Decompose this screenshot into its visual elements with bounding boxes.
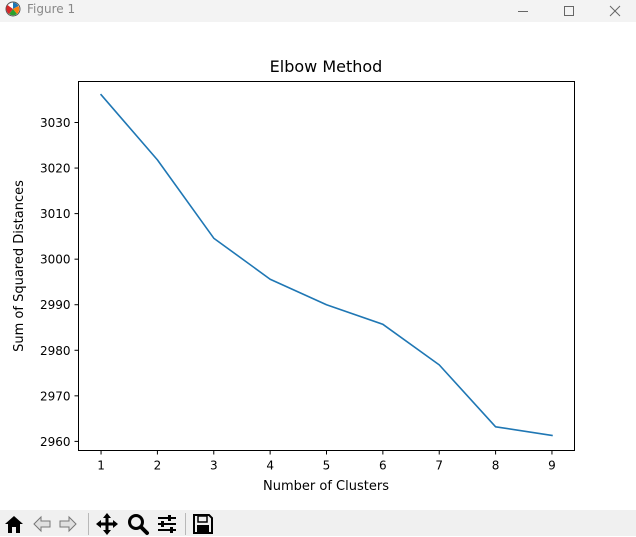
navigation-toolbar: [0, 510, 636, 536]
pan-button[interactable]: [94, 511, 120, 537]
window-titlebar: Figure 1: [0, 0, 636, 22]
save-icon: [193, 514, 213, 534]
x-tick-label: 8: [492, 459, 500, 473]
home-button[interactable]: [1, 511, 27, 537]
maximize-button[interactable]: [546, 0, 592, 22]
x-tick-label: 2: [154, 459, 162, 473]
elbow-chart: Elbow Method 1 2 3 4 5 6 7 8 9 2960 2970 2980 2990 3…: [12, 57, 575, 494]
close-button[interactable]: [592, 0, 636, 22]
y-tick-label: 2980: [40, 344, 71, 358]
chart-title: Elbow Method: [270, 57, 383, 76]
y-tick-label: 3030: [40, 116, 71, 130]
y-tick-label: 2990: [40, 298, 71, 312]
figure-canvas[interactable]: Elbow Method 1 2 3 4 5 6 7 8 9 2960 2970 2980 2990 3…: [0, 22, 636, 510]
window-title: Figure 1: [27, 2, 76, 16]
zoom-icon: [128, 514, 149, 535]
save-button[interactable]: [190, 511, 216, 537]
back-button[interactable]: [29, 511, 55, 537]
y-tick-label: 2970: [40, 389, 71, 403]
plot-area-frame: [78, 81, 575, 451]
series-group: [99, 93, 553, 437]
maximize-icon: [564, 6, 574, 16]
toolbar-separator: [185, 513, 186, 535]
x-tick-label: 5: [323, 459, 331, 473]
forward-icon: [59, 515, 77, 533]
configure-subplots-icon: [158, 515, 176, 533]
x-tick-label: 3: [210, 459, 218, 473]
back-icon: [33, 515, 51, 533]
home-icon: [5, 516, 23, 533]
x-tick-label: 1: [97, 459, 105, 473]
minimize-icon: [518, 11, 528, 12]
toolbar-separator: [88, 513, 89, 535]
x-tick-label: 9: [548, 459, 556, 473]
x-axis-ticks: 1 2 3 4 5 6 7 8 9: [97, 450, 556, 473]
y-axis-ticks: 2960 2970 2980 2990 3000 3010 3020 3030: [40, 116, 79, 449]
zoom-button[interactable]: [125, 511, 151, 537]
close-icon: [609, 5, 621, 17]
y-tick-label: 3000: [40, 253, 71, 267]
y-tick-label: 3010: [40, 207, 71, 221]
forward-button[interactable]: [55, 511, 81, 537]
x-tick-label: 7: [435, 459, 443, 473]
matplotlib-logo-icon: [5, 1, 21, 17]
configure-subplots-button[interactable]: [154, 511, 180, 537]
x-tick-label: 4: [266, 459, 274, 473]
y-axis-label: Sum of Squared Distances: [12, 180, 27, 352]
minimize-button[interactable]: [500, 0, 546, 22]
x-axis-label: Number of Clusters: [263, 479, 389, 494]
pan-icon: [96, 513, 118, 535]
y-tick-label: 2960: [40, 435, 71, 449]
x-tick-label: 6: [379, 459, 387, 473]
series-line: [99, 93, 553, 437]
y-tick-label: 3020: [40, 162, 71, 176]
